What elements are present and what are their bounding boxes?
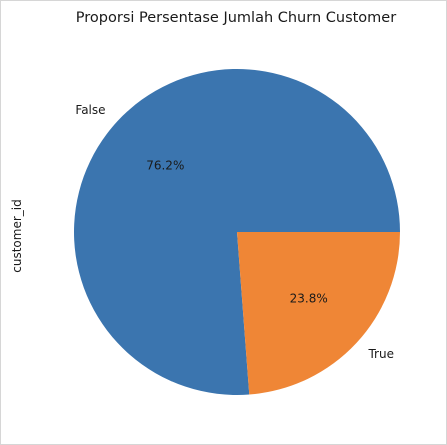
pie-slice-true <box>237 232 400 395</box>
chart-title: Proporsi Persentase Jumlah Churn Custome… <box>76 10 396 26</box>
pie-slice-false <box>73 68 400 395</box>
pie-pct-label-true: 23.8% <box>290 291 328 305</box>
pie-category-label-false: False <box>75 103 105 117</box>
pie-slices <box>73 68 400 395</box>
y-axis-label: customer_id <box>10 199 24 272</box>
pie-pct-label-false: 76.2% <box>146 159 184 173</box>
pie-category-label-true: True <box>367 347 394 361</box>
pie-labels: 76.2% False 23.8% True <box>75 103 394 361</box>
